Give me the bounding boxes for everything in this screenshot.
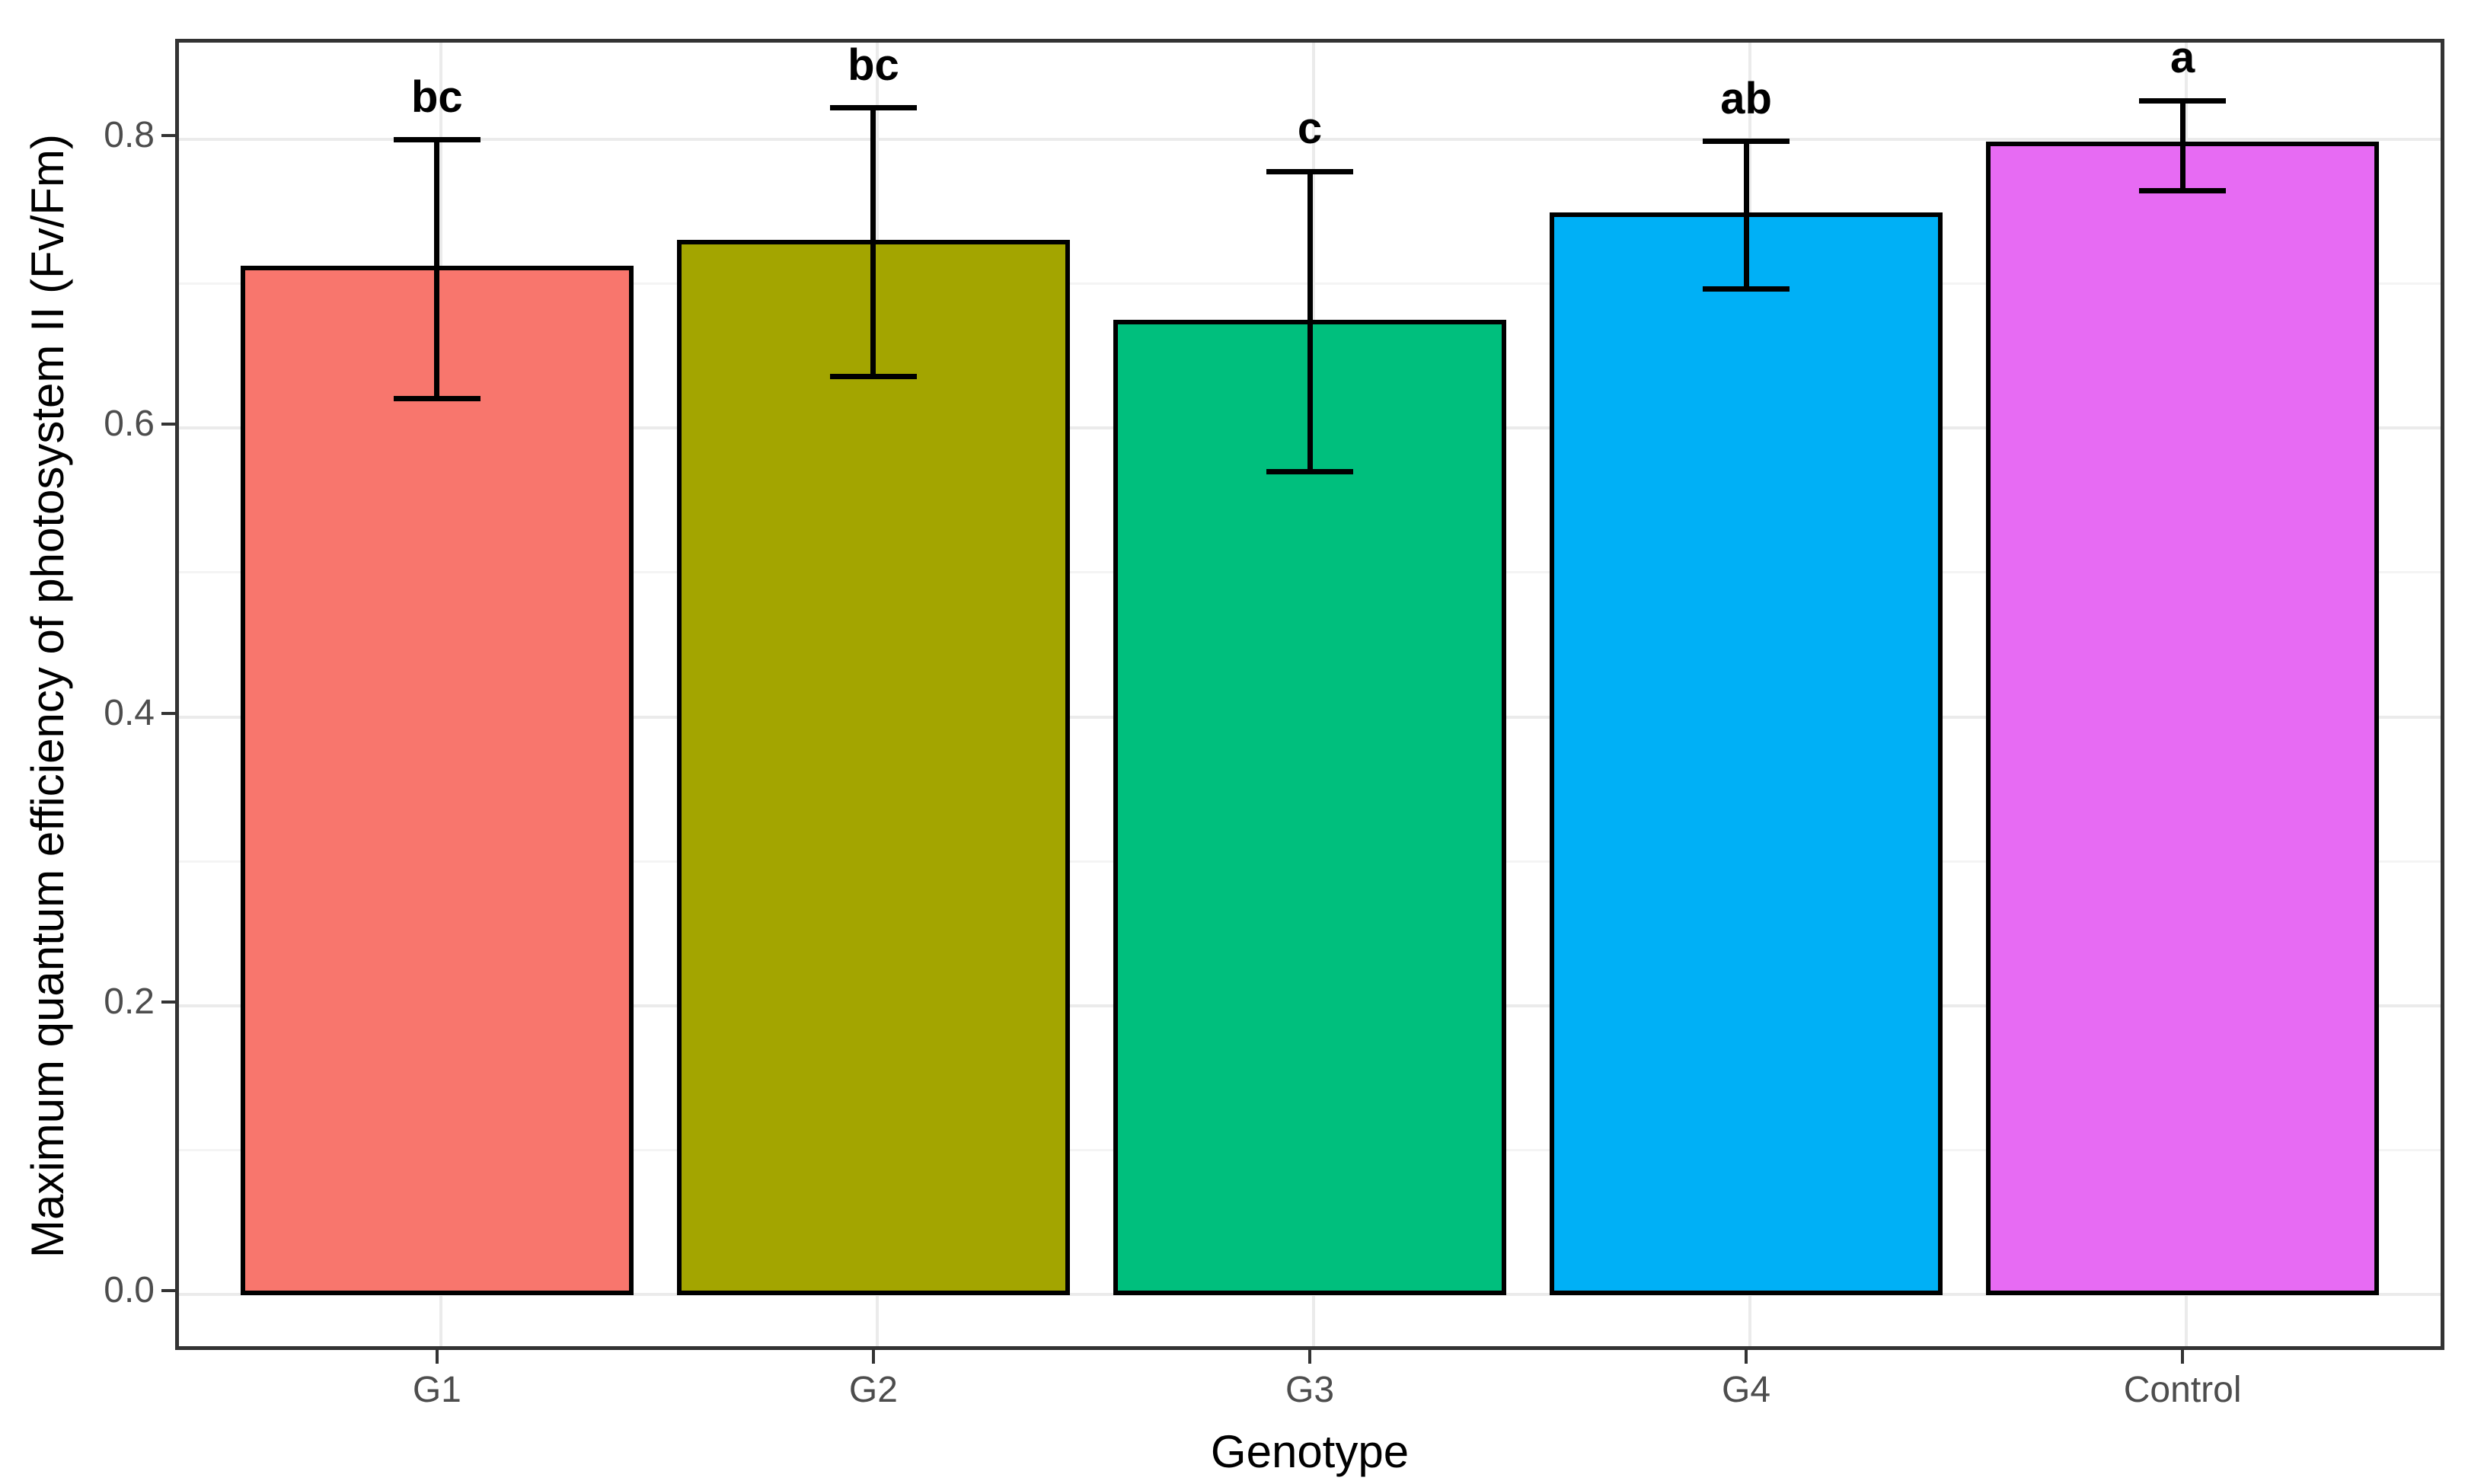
gridline-vertical	[439, 43, 442, 1346]
x-tick-label: G1	[412, 1370, 461, 1410]
x-tick-label: G4	[1722, 1370, 1771, 1410]
x-axis-tick	[2181, 1350, 2185, 1364]
y-tick-label: 0.2	[104, 981, 155, 1022]
y-tick-label: 0.4	[104, 692, 155, 733]
gridline-vertical	[875, 43, 879, 1346]
x-tick-label: Control	[2123, 1370, 2242, 1410]
x-axis-tick	[1308, 1350, 1311, 1364]
x-axis-title: Genotype	[1210, 1426, 1410, 1477]
gridline-vertical	[1748, 43, 1752, 1346]
y-axis-tick	[161, 711, 175, 715]
x-axis-tick	[1745, 1350, 1748, 1364]
y-axis-tick	[161, 134, 175, 137]
y-axis-tick	[161, 1289, 175, 1292]
y-tick-label: 0.6	[104, 404, 155, 445]
x-tick-label: G2	[848, 1370, 898, 1410]
plot-panel	[175, 39, 2444, 1350]
x-axis-tick	[435, 1350, 439, 1364]
y-axis-tick	[161, 1000, 175, 1004]
y-tick-label: 0.0	[104, 1270, 155, 1310]
y-axis-tick	[161, 423, 175, 426]
gridline-vertical	[2185, 43, 2189, 1346]
gridline-major	[179, 138, 2441, 141]
x-axis-tick	[871, 1350, 875, 1364]
x-tick-label: G3	[1285, 1370, 1335, 1410]
gridline-vertical	[1312, 43, 1315, 1346]
y-tick-label: 0.8	[104, 115, 155, 155]
